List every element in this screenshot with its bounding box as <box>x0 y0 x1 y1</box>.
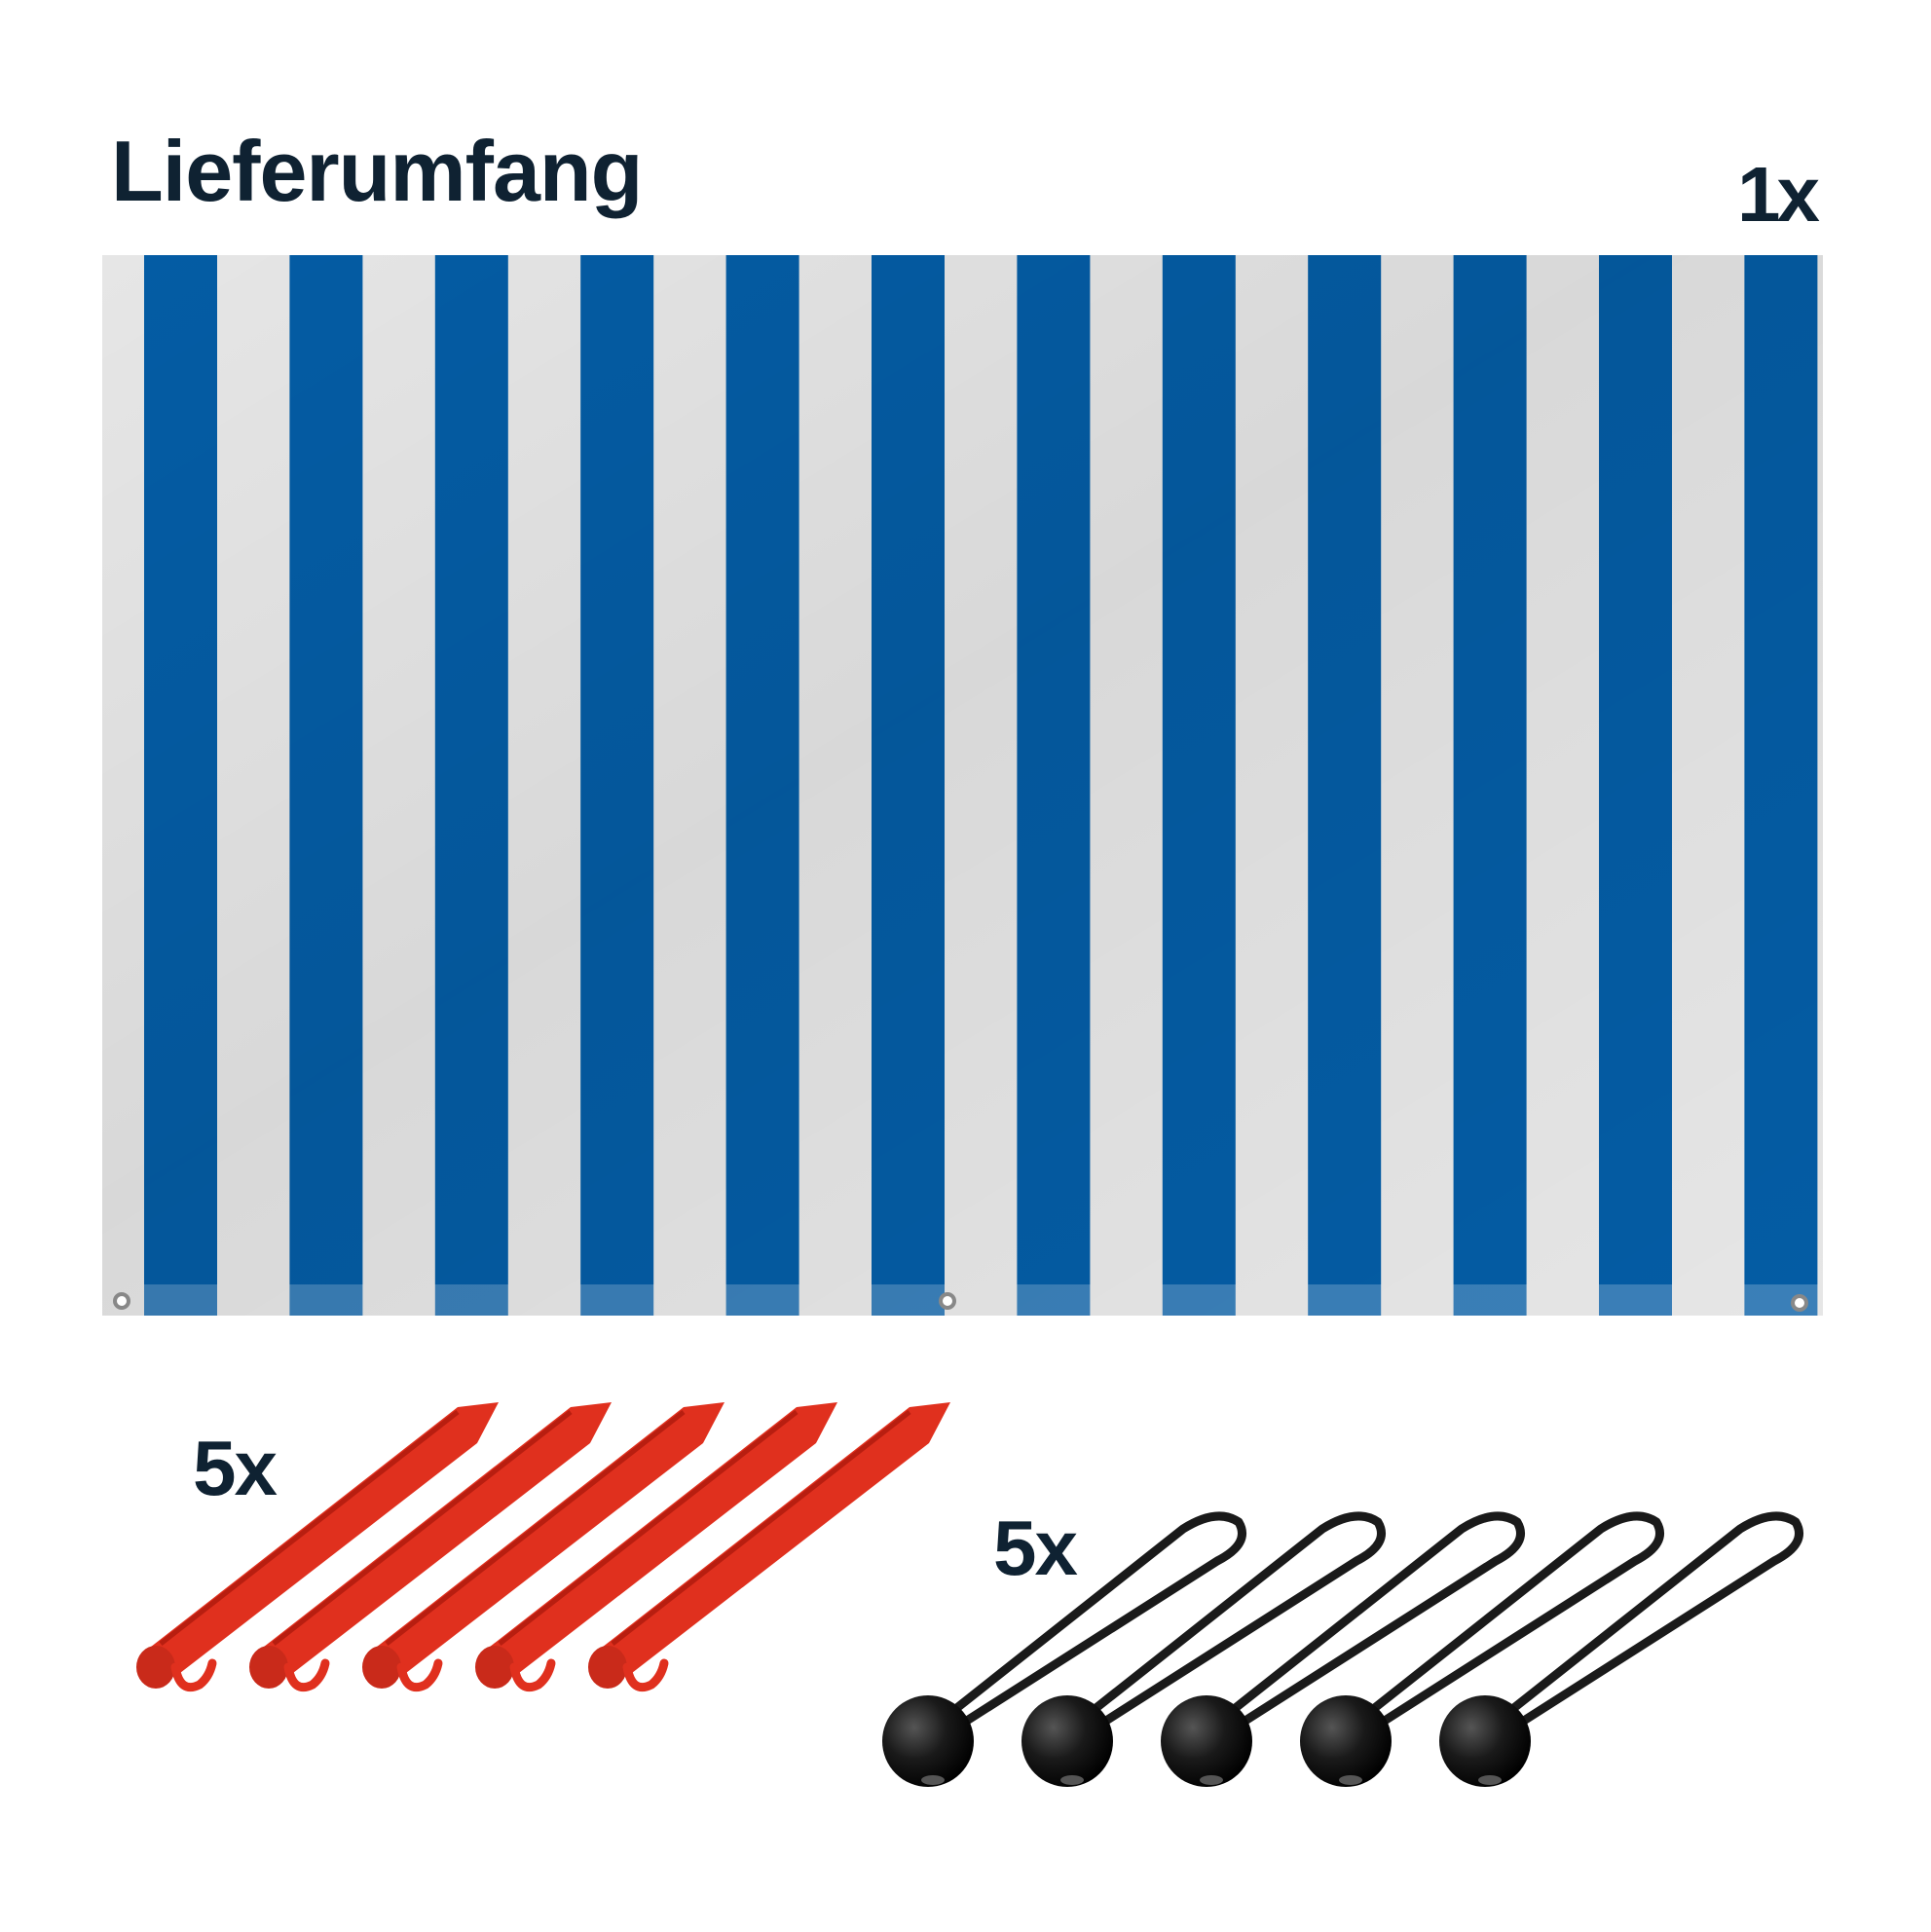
flag-banner <box>102 255 1823 1316</box>
bungee-ball-hole <box>921 1775 945 1785</box>
ball-bungee <box>1021 1511 1386 1787</box>
peg-shaft <box>372 1402 724 1673</box>
tent-pegs <box>136 1402 950 1692</box>
peg-ridge <box>385 1410 686 1646</box>
tent-peg <box>588 1402 950 1692</box>
bungee-cord <box>1086 1511 1386 1729</box>
peg-ridge <box>272 1410 573 1646</box>
bungee-ball-hole <box>1200 1775 1223 1785</box>
bungee-ball <box>1439 1695 1531 1787</box>
bungee-cord <box>1225 1511 1525 1729</box>
peg-ridge <box>159 1410 460 1646</box>
peg-head <box>362 1646 401 1689</box>
grommet-icon <box>939 1292 956 1310</box>
peg-ridge <box>498 1410 798 1646</box>
bungee-ball-hole <box>1339 1775 1362 1785</box>
bungee-ball-hole <box>1060 1775 1084 1785</box>
pegs-quantity: 5x <box>193 1425 278 1511</box>
grommet-icon <box>113 1292 130 1310</box>
bungee-cord <box>947 1511 1246 1729</box>
ball-bungee <box>1161 1511 1525 1787</box>
bungee-ball-hole <box>1478 1775 1502 1785</box>
ball-bungee <box>882 1511 1246 1787</box>
peg-ridge <box>611 1410 911 1646</box>
peg-shaft <box>259 1402 612 1673</box>
peg-shaft <box>485 1402 837 1673</box>
peg-hook <box>622 1658 669 1692</box>
peg-head <box>475 1646 514 1689</box>
peg-hook <box>396 1658 443 1692</box>
peg-hook <box>170 1658 217 1692</box>
tent-peg <box>475 1402 837 1692</box>
ball-bungee <box>1439 1511 1803 1787</box>
peg-hook <box>283 1658 330 1692</box>
ball-bungees <box>882 1511 1803 1787</box>
bungees-quantity: 5x <box>993 1505 1078 1591</box>
tent-peg <box>249 1402 612 1692</box>
grommet-icon <box>1791 1294 1808 1312</box>
bungee-cord <box>1504 1511 1803 1729</box>
tent-peg <box>136 1402 499 1692</box>
bungee-ball <box>1021 1695 1113 1787</box>
peg-shaft <box>146 1402 499 1673</box>
bungee-cord <box>1364 1511 1664 1729</box>
peg-head <box>588 1646 627 1689</box>
bungee-ball <box>882 1695 974 1787</box>
page-title: Lieferumfang <box>111 123 643 219</box>
ball-bungee <box>1300 1511 1664 1787</box>
peg-head <box>249 1646 288 1689</box>
peg-head <box>136 1646 175 1689</box>
tent-peg <box>362 1402 724 1692</box>
peg-shaft <box>598 1402 950 1673</box>
flag-fold-shading <box>102 255 1823 1316</box>
bungee-ball <box>1300 1695 1392 1787</box>
peg-hook <box>509 1658 556 1692</box>
flag-quantity: 1x <box>1737 151 1820 238</box>
bungee-ball <box>1161 1695 1252 1787</box>
